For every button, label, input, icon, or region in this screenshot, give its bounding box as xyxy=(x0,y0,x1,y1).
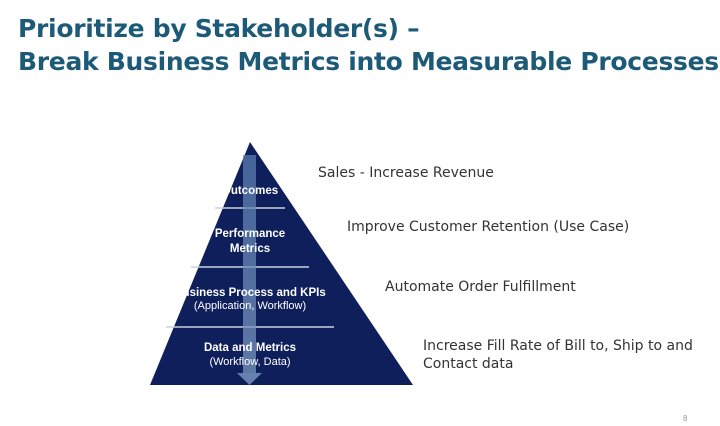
level-data-metrics-sub: (Workflow, Data) xyxy=(209,356,290,368)
level-performance-metrics-2: Metrics xyxy=(230,243,270,255)
pyramid-shape xyxy=(150,142,413,385)
page-number: 8 xyxy=(683,414,688,423)
example-outcomes: Sales - Increase Revenue xyxy=(318,165,494,181)
example-data-line2: Contact data xyxy=(423,356,514,372)
example-data-line1: Increase Fill Rate of Bill to, Ship to a… xyxy=(423,338,693,354)
level-business-process: Business Process and KPIs xyxy=(174,287,325,299)
level-outcomes: Outcomes xyxy=(222,185,278,197)
down-arrow-icon xyxy=(237,155,262,385)
level-data-metrics: Data and Metrics xyxy=(204,342,296,354)
example-performance: Improve Customer Retention (Use Case) xyxy=(347,219,630,235)
level-performance-metrics: Performance xyxy=(215,228,285,240)
slide-title-line2: Break Business Metrics into Measurable P… xyxy=(18,47,719,76)
level-business-process-sub: (Application, Workflow) xyxy=(194,300,306,312)
slide-title-line1: Prioritize by Stakeholder(s) – xyxy=(18,14,420,43)
example-business-process: Automate Order Fulfillment xyxy=(385,279,576,295)
